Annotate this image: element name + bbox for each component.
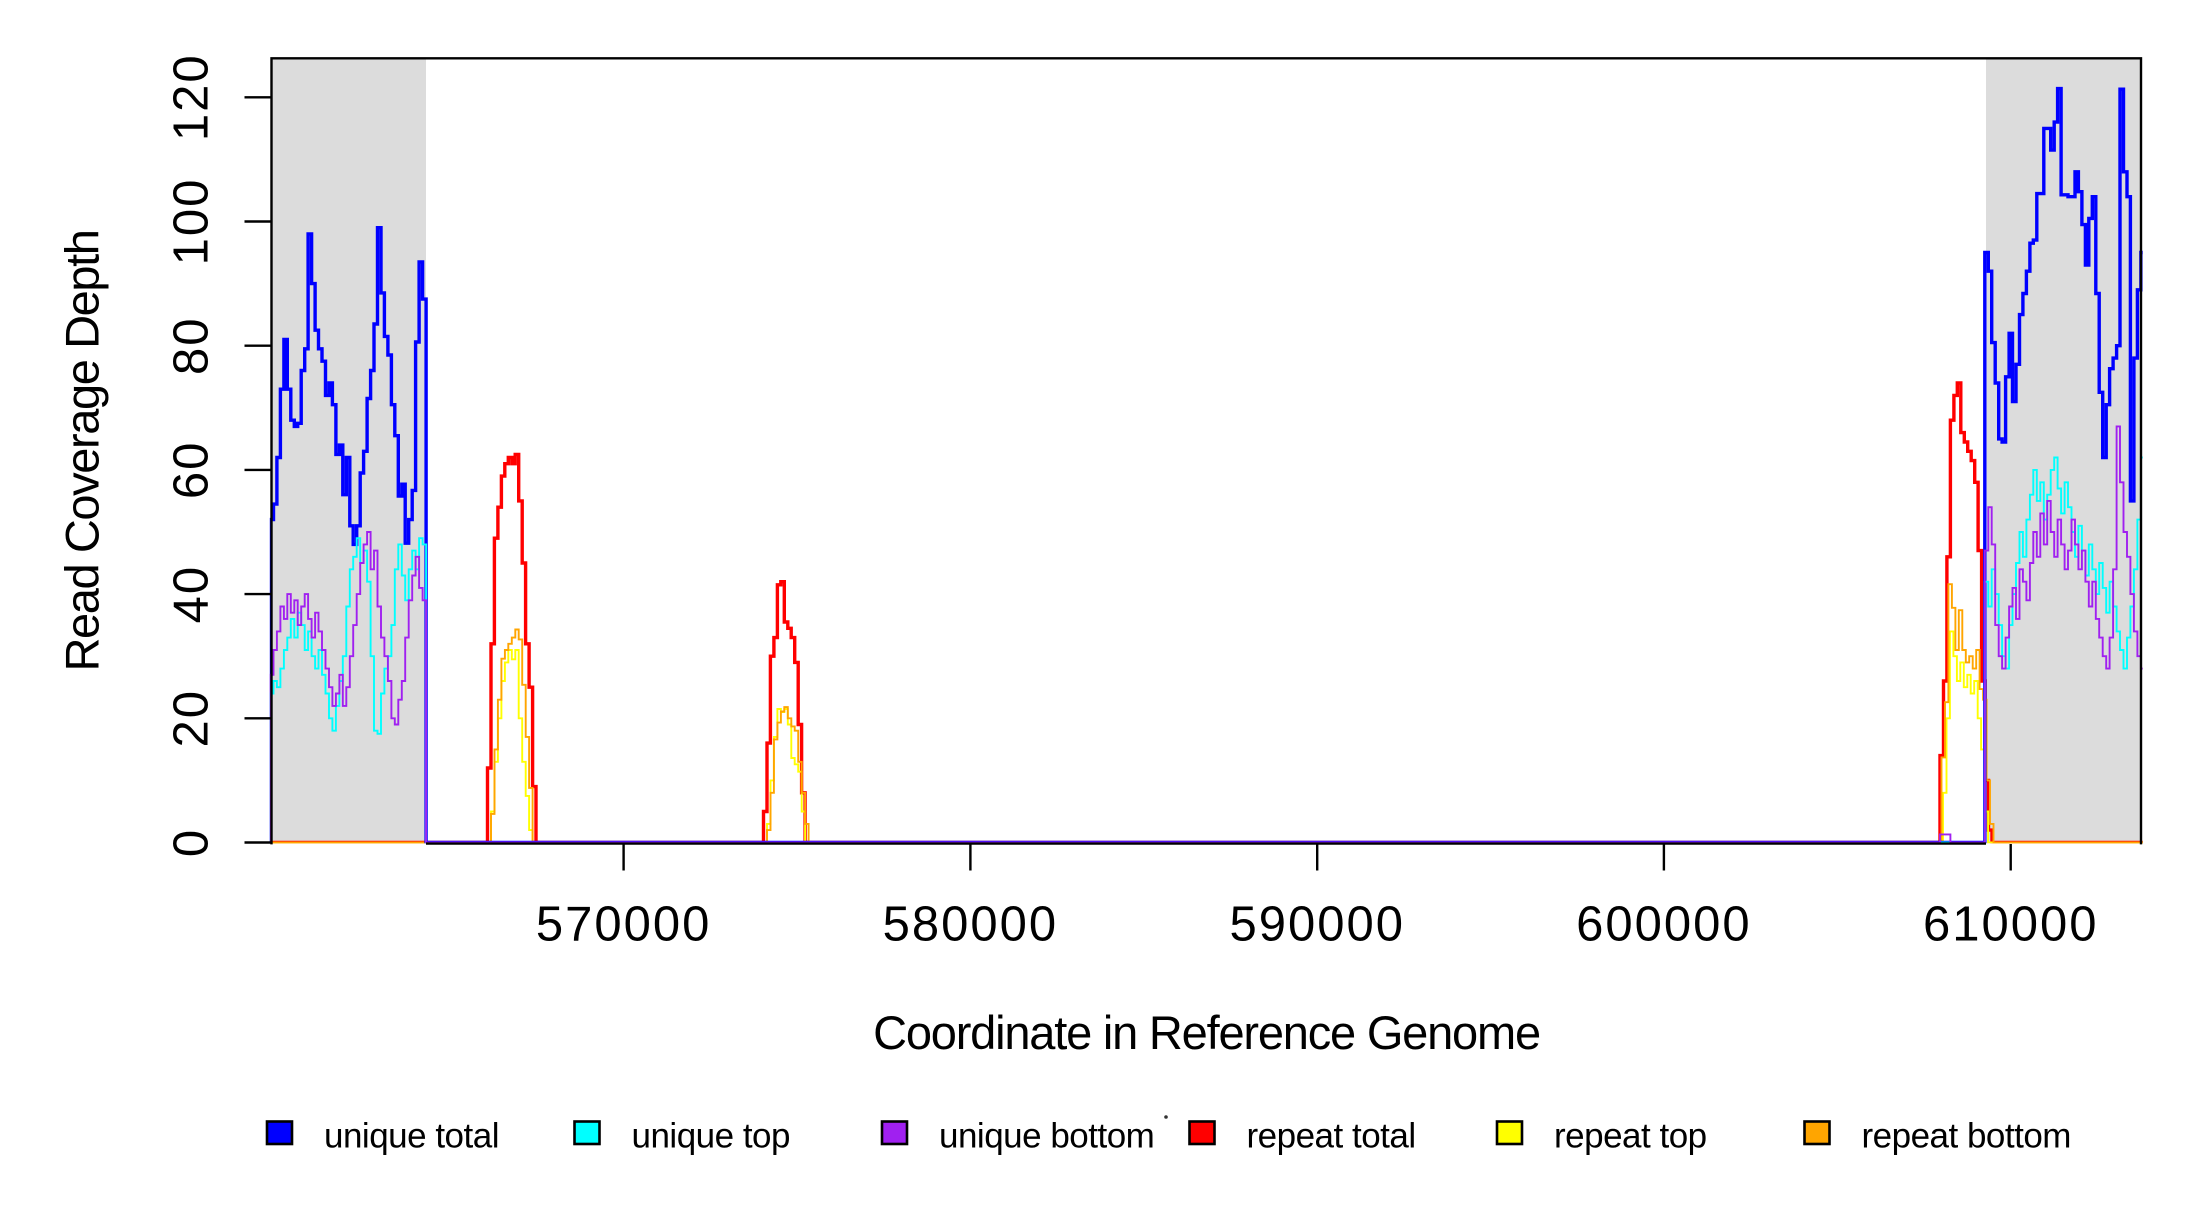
svg-text:repeat bottom: repeat bottom (1862, 1117, 2071, 1156)
svg-text:60: 60 (165, 441, 219, 500)
svg-text:repeat total: repeat total (1247, 1117, 1416, 1156)
svg-text:unique total: unique total (324, 1117, 499, 1156)
svg-text:590000: 590000 (1229, 898, 1405, 952)
svg-text:unique bottom: unique bottom (939, 1117, 1154, 1156)
svg-text:0: 0 (165, 828, 219, 857)
svg-text:repeat top: repeat top (1554, 1117, 1707, 1156)
svg-text:600000: 600000 (1576, 898, 1752, 952)
svg-text:40: 40 (165, 565, 219, 624)
svg-text:120: 120 (165, 53, 219, 141)
svg-text:unique top: unique top (632, 1117, 790, 1156)
svg-text:570000: 570000 (536, 898, 712, 952)
svg-text:80: 80 (165, 316, 219, 375)
svg-text:Read Coverage Depth: Read Coverage Depth (56, 230, 109, 671)
svg-text:580000: 580000 (883, 898, 1059, 952)
svg-text:100: 100 (165, 178, 219, 266)
svg-text:610000: 610000 (1923, 898, 2099, 952)
svg-text:20: 20 (165, 689, 219, 748)
svg-text:Coordinate in Reference Genome: Coordinate in Reference Genome (873, 1006, 1540, 1059)
